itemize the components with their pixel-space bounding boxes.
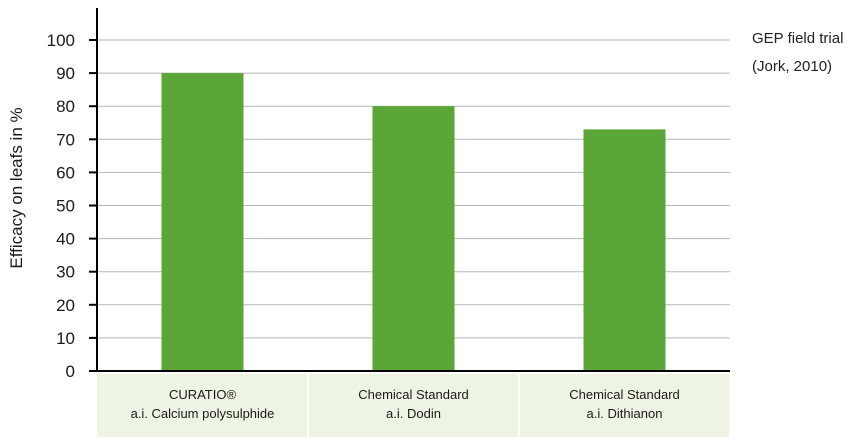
bar xyxy=(372,106,455,371)
y-tick-label: 60 xyxy=(56,163,75,182)
x-tick-label: a.i. Calcium polysulphide xyxy=(131,406,275,421)
x-tick-label: a.i. Dithianon xyxy=(587,406,663,421)
y-tick-label: 10 xyxy=(56,329,75,348)
y-tick-label: 20 xyxy=(56,296,75,315)
y-tick-label: 50 xyxy=(56,197,75,216)
x-tick-label: Chemical Standard xyxy=(569,387,680,402)
bar xyxy=(161,73,244,371)
y-tick-label: 30 xyxy=(56,263,75,282)
x-tick-label: CURATIO® xyxy=(169,387,237,402)
x-tick-label: a.i. Dodin xyxy=(386,406,441,421)
category-band xyxy=(520,374,729,437)
category-band xyxy=(309,374,518,437)
y-axis-label: Efficacy on leafs in % xyxy=(7,107,26,268)
y-tick-label: 40 xyxy=(56,230,75,249)
y-tick-label: 80 xyxy=(56,97,75,116)
x-tick-label: Chemical Standard xyxy=(358,387,469,402)
trial-note-line-2: (Jork, 2010) xyxy=(752,58,833,75)
y-tick-label: 100 xyxy=(47,31,75,50)
trial-note-line-1: GEP field trial xyxy=(752,30,844,47)
y-tick-label: 0 xyxy=(66,362,75,381)
y-tick-label: 70 xyxy=(56,130,75,149)
category-band xyxy=(97,374,307,437)
bar xyxy=(583,129,666,371)
y-tick-label: 90 xyxy=(56,64,75,83)
